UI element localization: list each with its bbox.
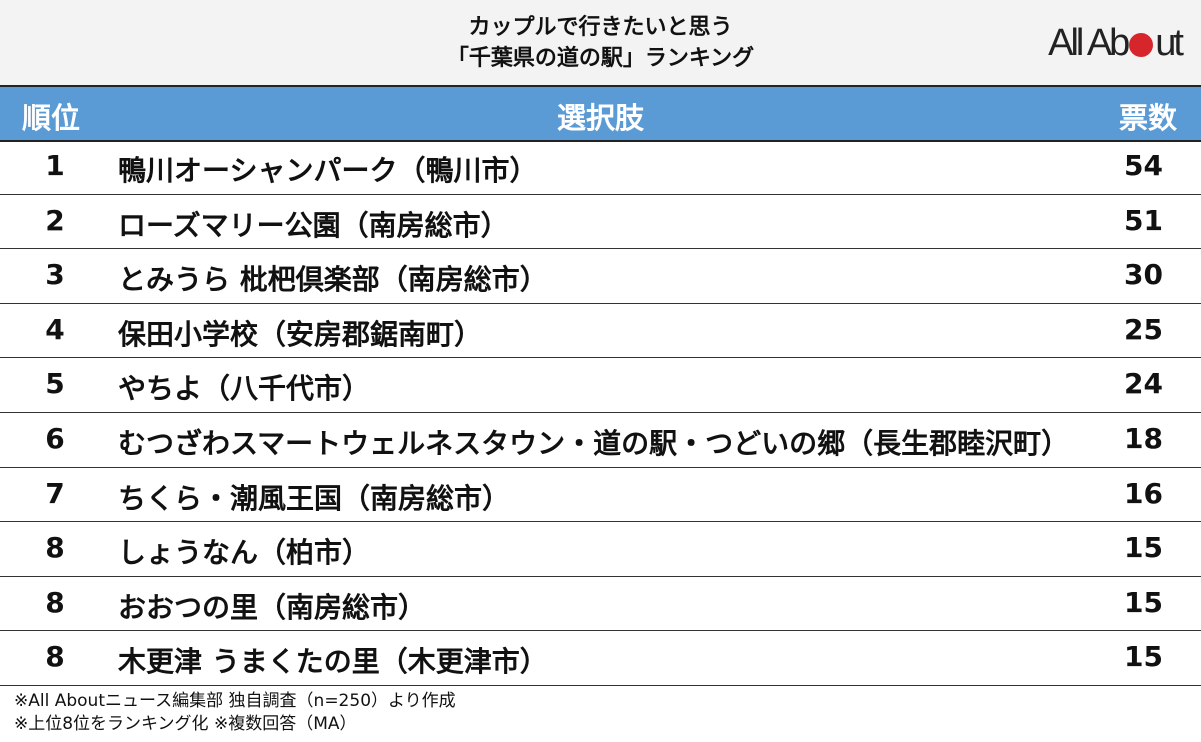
votes-cell: 15 xyxy=(1124,640,1163,674)
table-row: 1 鴨川オーシャンパーク（鴨川市） 54 xyxy=(0,140,1201,195)
choice-cell: ローズマリー公園（南房総市） xyxy=(118,208,509,242)
choice-cell: むつざわスマートウェルネスタウン・道の駅・つどいの郷（長生郡睦沢町） xyxy=(118,426,1070,460)
choice-cell: おおつの里（南房総市） xyxy=(118,590,427,624)
header-rank: 順位 xyxy=(22,101,81,135)
choice-cell: 木更津 うまくたの里（木更津市） xyxy=(118,645,548,679)
choice-cell: 保田小学校（安房郡鋸南町） xyxy=(118,317,483,351)
title-line-2: 「千葉県の道の駅」ランキング xyxy=(446,46,755,71)
rank-cell: 8 xyxy=(45,640,65,674)
rank-cell: 3 xyxy=(45,258,65,292)
table-row: 3 とみうら 枇杷倶楽部（南房総市） 30 xyxy=(0,249,1201,304)
rank-cell: 5 xyxy=(45,367,65,401)
table-row: 5 やちよ（八千代市） 24 xyxy=(0,358,1201,413)
choice-cell: ちくら・潮風王国（南房総市） xyxy=(118,481,511,515)
footnote: ※All Aboutニュース編集部 独自調査（n=250）より作成 ※上位8位を… xyxy=(14,690,456,736)
choice-cell: やちよ（八千代市） xyxy=(118,372,371,406)
rank-cell: 8 xyxy=(45,585,65,619)
chart-title: カップルで行きたいと思う 「千葉県の道の駅」ランキング xyxy=(0,12,1201,74)
table-row: 7 ちくら・潮風王国（南房総市） 16 xyxy=(0,468,1201,523)
choice-cell: しょうなん（柏市） xyxy=(118,536,371,570)
title-line-1: カップルで行きたいと思う xyxy=(468,15,733,40)
votes-cell: 24 xyxy=(1124,367,1163,401)
table-header: 順位 選択肢 票数 xyxy=(0,85,1201,142)
rank-cell: 4 xyxy=(45,312,65,346)
votes-cell: 15 xyxy=(1124,531,1163,565)
rank-cell: 2 xyxy=(45,203,65,237)
header-votes: 票数 xyxy=(1118,101,1177,135)
table-row: 2 ローズマリー公園（南房総市） 51 xyxy=(0,195,1201,250)
rank-cell: 8 xyxy=(45,531,65,565)
votes-cell: 30 xyxy=(1124,258,1163,292)
rank-cell: 6 xyxy=(45,421,65,455)
table-row: 4 保田小学校（安房郡鋸南町） 25 xyxy=(0,304,1201,359)
votes-cell: 15 xyxy=(1124,585,1163,619)
votes-cell: 18 xyxy=(1124,421,1163,455)
all-about-logo: All Ab ut xyxy=(1048,22,1184,64)
header-choice: 選択肢 xyxy=(556,101,644,135)
table-body: 1 鴨川オーシャンパーク（鴨川市） 54 2 ローズマリー公園（南房総市） 51 3 とみうら… xyxy=(0,140,1201,686)
table-row: 6 むつざわスマートウェルネスタウン・道の駅・つどいの郷（長生郡睦沢町） 18 xyxy=(0,413,1201,468)
title-bar: カップルで行きたいと思う 「千葉県の道の駅」ランキング All Ab ut xyxy=(0,0,1201,86)
table-row: 8 しょうなん（柏市） 15 xyxy=(0,522,1201,577)
table-row: 8 木更津 うまくたの里（木更津市） 15 xyxy=(0,631,1201,686)
votes-cell: 54 xyxy=(1124,149,1163,182)
rank-cell: 7 xyxy=(45,476,65,510)
footnote-line-1: ※All Aboutニュース編集部 独自調査（n=250）より作成 xyxy=(14,691,456,711)
votes-cell: 51 xyxy=(1124,203,1163,237)
choice-cell: とみうら 枇杷倶楽部（南房総市） xyxy=(118,263,548,297)
table-row: 8 おおつの里（南房総市） 15 xyxy=(0,577,1201,632)
footnote-line-2: ※上位8位をランキング化 ※複数回答（MA） xyxy=(14,714,357,734)
votes-cell: 16 xyxy=(1124,476,1163,510)
votes-cell: 25 xyxy=(1124,312,1163,346)
choice-cell: 鴨川オーシャンパーク（鴨川市） xyxy=(118,154,538,187)
rank-cell: 1 xyxy=(45,149,65,182)
